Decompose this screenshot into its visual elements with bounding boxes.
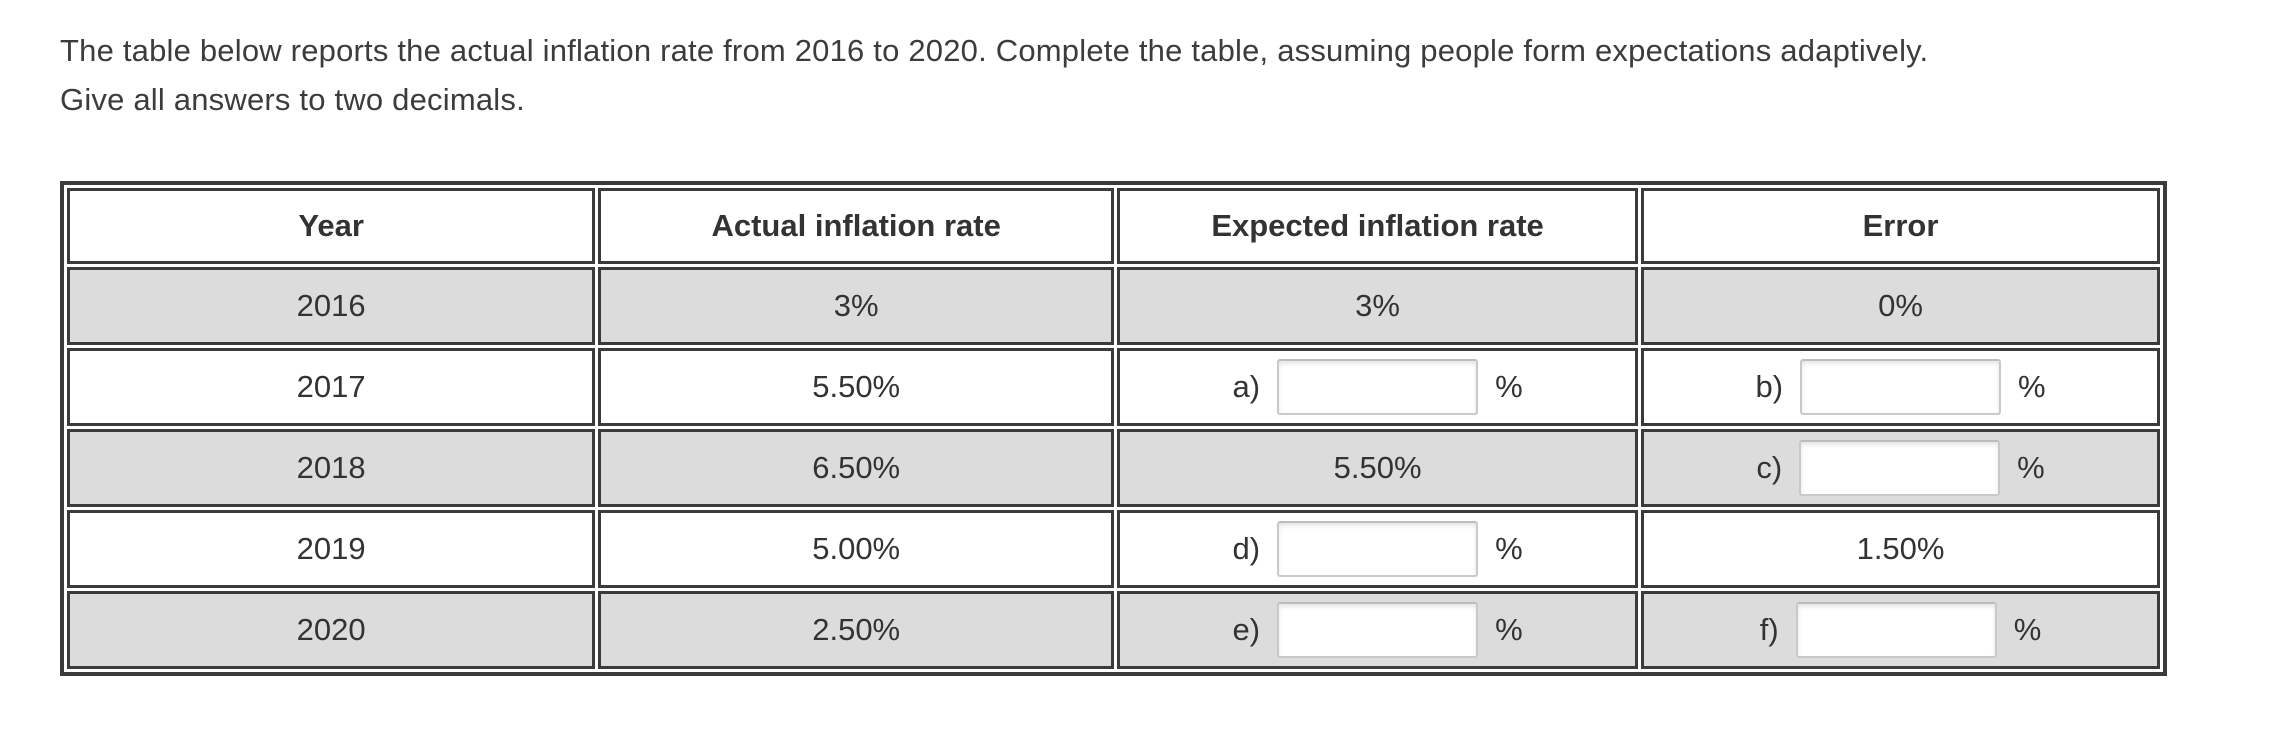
col-header-year: Year	[67, 188, 596, 264]
answer-input-e[interactable]	[1277, 602, 1479, 658]
year-cell-2018: 2018	[67, 429, 596, 507]
expected-rate-cell-2019: d)%	[1117, 510, 1639, 588]
answer-input-f[interactable]	[1795, 602, 1997, 658]
answer-group-b: b)%	[1755, 359, 2046, 415]
table-body: 2016 3% 3% 0% 2017 5.50% a)% b)% 2018 6.50% 5.50% c…	[67, 267, 2160, 669]
question-line-1: The table below reports the actual infla…	[60, 33, 1929, 68]
expected-rate-cell-2016: 3%	[1117, 267, 1639, 345]
percent-suffix-a: %	[1495, 369, 1523, 404]
expected-rate-cell-2018: 5.50%	[1117, 429, 1639, 507]
question-line-2: Give all answers to two decimals.	[60, 82, 525, 117]
year-cell-2017: 2017	[67, 348, 596, 426]
actual-rate-cell-2019: 5.00%	[598, 510, 1115, 588]
answer-label-e: e)	[1232, 612, 1261, 647]
actual-rate-cell-2018: 6.50%	[598, 429, 1115, 507]
error-cell-2016: 0%	[1641, 267, 2160, 345]
percent-suffix-e: %	[1495, 612, 1523, 647]
actual-rate-cell-2017: 5.50%	[598, 348, 1115, 426]
answer-group-c: c)%	[1756, 440, 2045, 496]
year-cell-2019: 2019	[67, 510, 596, 588]
expected-value: 5.50%	[1333, 450, 1422, 485]
question-text: The table below reports the actual infla…	[60, 26, 2212, 124]
table-row-2016: 2016 3% 3% 0%	[67, 267, 2160, 345]
answer-input-d[interactable]	[1277, 521, 1479, 577]
answer-label-d: d)	[1232, 531, 1261, 566]
answer-input-c[interactable]	[1799, 440, 2001, 496]
error-value: 0%	[1878, 288, 1923, 323]
col-header-actual-inflation-rate: Actual inflation rate	[598, 188, 1115, 264]
answer-group-f: f)%	[1759, 602, 2042, 658]
answer-label-a: a)	[1232, 369, 1261, 404]
expected-rate-cell-2017: a)%	[1117, 348, 1639, 426]
percent-suffix-f: %	[2013, 612, 2042, 647]
percent-suffix-d: %	[1495, 531, 1523, 566]
expected-value: 3%	[1355, 288, 1400, 323]
percent-suffix-c: %	[2017, 450, 2045, 485]
answer-group-d: d)%	[1232, 521, 1523, 577]
error-value: 1.50%	[1856, 531, 1945, 566]
year-cell-2016: 2016	[67, 267, 596, 345]
expected-rate-cell-2020: e)%	[1117, 591, 1639, 669]
answer-label-c: c)	[1756, 450, 1783, 485]
answer-group-e: e)%	[1232, 602, 1523, 658]
table-row-2018: 2018 6.50% 5.50% c)%	[67, 429, 2160, 507]
inflation-table: Year Actual inflation rate Expected inflat…	[60, 181, 2167, 676]
table-row-2020: 2020 2.50% e)% f)%	[67, 591, 2160, 669]
col-header-error: Error	[1641, 188, 2160, 264]
error-cell-2017: b)%	[1641, 348, 2160, 426]
table-row-2017: 2017 5.50% a)% b)%	[67, 348, 2160, 426]
answer-label-b: b)	[1755, 369, 1784, 404]
header-row: Year Actual inflation rate Expected inflat…	[67, 188, 2160, 264]
error-cell-2018: c)%	[1641, 429, 2160, 507]
col-header-expected-inflation-rate: Expected inflation rate	[1117, 188, 1639, 264]
table-row-2019: 2019 5.00% d)% 1.50%	[67, 510, 2160, 588]
answer-group-a: a)%	[1232, 359, 1523, 415]
percent-suffix-b: %	[2018, 369, 2046, 404]
actual-rate-cell-2020: 2.50%	[598, 591, 1115, 669]
year-cell-2020: 2020	[67, 591, 596, 669]
answer-label-f: f)	[1759, 612, 1779, 647]
error-cell-2019: 1.50%	[1641, 510, 2160, 588]
error-cell-2020: f)%	[1641, 591, 2160, 669]
actual-rate-cell-2016: 3%	[598, 267, 1115, 345]
answer-input-b[interactable]	[1800, 359, 2002, 415]
answer-input-a[interactable]	[1277, 359, 1479, 415]
